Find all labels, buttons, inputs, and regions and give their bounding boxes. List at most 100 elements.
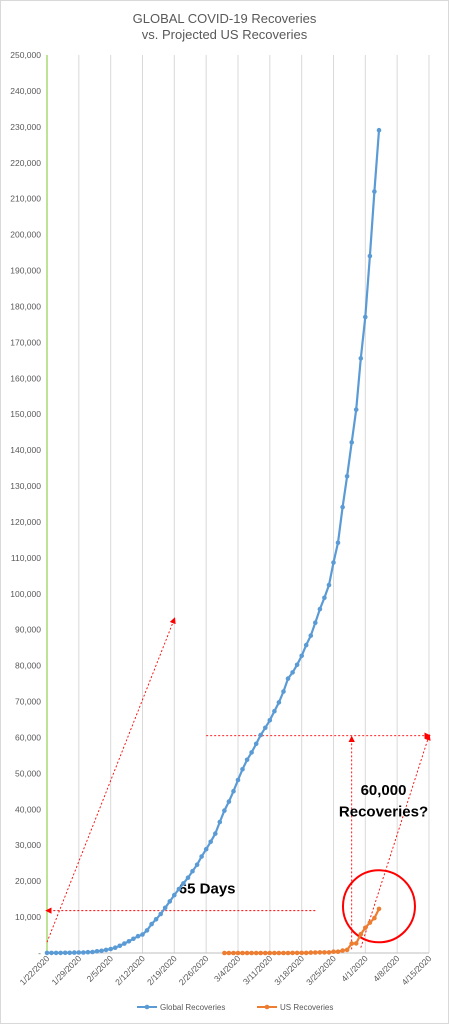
data-point-us [272,950,277,956]
data-point-global [335,540,341,545]
data-point-global [263,725,268,731]
data-point-global [190,868,195,874]
y-tick-label: 20,000 [15,876,41,886]
x-tick-label: 2/26/2020 [177,953,211,987]
y-tick-label: 250,000 [10,50,41,60]
data-point-global [267,718,273,723]
data-point-global [285,676,291,681]
x-tick-label: 2/12/2020 [113,953,147,987]
data-point-global [62,950,68,956]
data-point-us [294,950,300,956]
data-point-global [299,653,305,659]
y-tick-label: 50,000 [15,768,41,778]
data-point-global [240,767,245,772]
data-point-us [285,950,291,956]
y-tick-label: 180,000 [10,301,41,311]
data-point-global [313,620,318,625]
y-tick-label: 170,000 [10,337,41,347]
data-point-global [176,886,182,892]
data-point-global [131,936,136,942]
data-point-global [85,949,91,955]
data-point-global [326,582,332,588]
x-tick-label: 3/25/2020 [304,953,338,987]
x-tick-label: 1/22/2020 [18,953,52,987]
y-tick-label: 150,000 [10,409,41,419]
data-point-global [158,911,163,917]
y-tick-label: 140,000 [10,445,41,455]
target-annotation-line1: 60,000 [361,782,407,799]
data-point-global [308,633,314,638]
data-point-global [153,917,159,922]
data-point-global [117,943,123,949]
y-tick-label: 130,000 [10,481,41,491]
data-point-global [367,253,373,259]
data-point-us [244,950,250,956]
data-point-global [226,799,232,804]
data-point-global [126,939,132,944]
data-point-global [53,950,59,956]
data-point-global [44,950,50,956]
data-point-global [181,881,186,886]
legend-label: Global Recoveries [160,1003,225,1012]
x-tick-label: 2/5/2020 [85,953,116,984]
data-point-us [249,950,254,956]
data-point-global [185,875,191,880]
y-tick-label: 40,000 [15,804,41,814]
x-tick-label: 4/1/2020 [339,953,370,984]
data-point-us [340,948,345,953]
data-point-global [217,819,223,825]
data-point-global [294,662,300,668]
y-tick-label: 100,000 [10,589,41,599]
y-tick-label: 80,000 [15,661,41,671]
chart-title: GLOBAL COVID-19 Recoveries [132,11,317,26]
x-tick-label: 1/29/2020 [49,953,83,987]
data-point-global [303,642,309,648]
data-point-global [203,846,209,852]
data-point-global [122,941,127,946]
y-tick-label: 220,000 [10,158,41,168]
data-point-global [253,741,259,747]
data-point-us [308,950,314,955]
data-point-global [149,921,154,927]
x-tick-label: 4/15/2020 [400,953,434,987]
data-point-global [172,892,177,898]
legend-swatch-marker [264,1004,270,1010]
data-point-global [231,788,236,794]
x-tick-label: 2/19/2020 [145,953,179,987]
data-point-us [353,941,359,946]
data-point-global [249,750,254,755]
data-point-global [135,933,141,939]
y-tick-label: 70,000 [15,697,41,707]
data-point-global [331,560,336,565]
y-tick-label: - [38,948,41,958]
data-point-global [281,689,286,694]
data-point-us [290,950,295,956]
chart-subtitle: vs. Projected US Recoveries [141,27,308,42]
data-point-us [253,950,259,956]
data-point-global [290,670,295,675]
annotation-arrow [46,617,176,943]
data-point-us [231,950,236,956]
data-point-global [167,899,173,904]
data-point-global [258,732,264,738]
data-point-global [344,474,350,479]
data-point-us [363,925,368,931]
data-point-global [81,950,86,955]
data-point-global [199,854,204,859]
data-point-us [267,950,273,956]
data-point-us [322,950,327,955]
data-point-us [367,920,373,925]
data-point-us [358,931,364,937]
x-tick-label: 3/11/2020 [241,953,275,987]
data-point-us [317,950,323,955]
data-point-global [213,831,218,836]
data-point-global [317,606,323,612]
target-annotation-line2: Recoveries? [339,804,428,821]
y-tick-label: 110,000 [11,553,41,563]
y-tick-label: 30,000 [15,840,41,850]
data-point-us [335,949,341,954]
data-point-us [376,906,382,912]
y-tick-label: 90,000 [15,625,41,635]
data-point-global [58,950,63,956]
data-point-global [144,928,150,933]
